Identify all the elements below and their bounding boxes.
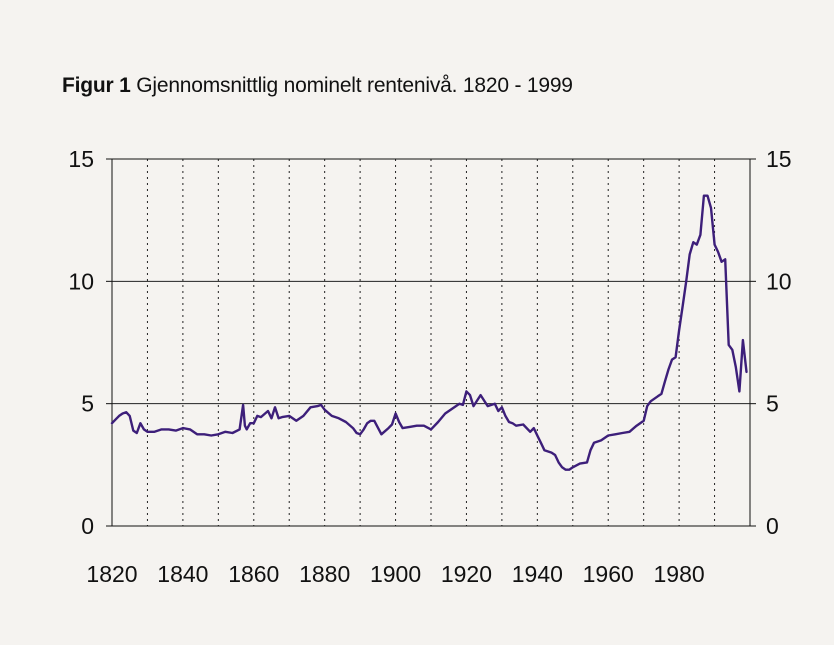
series-layer <box>110 194 748 471</box>
tick-label-layer: 0 5 10 15 0 5 10 15 1820 1840 1860 1880 1900 1920 1940… <box>68 146 791 587</box>
x-tick-label: 1900 <box>370 561 421 587</box>
y-tick-label: 10 <box>68 268 94 294</box>
y-tick-label-right: 0 <box>766 513 779 539</box>
x-tick-label: 1920 <box>441 561 492 587</box>
figure-title: Gjennomsnittlig nominelt rentenivå. 1820… <box>136 74 573 97</box>
x-tick-label: 1980 <box>654 561 705 587</box>
y-tick-label-right: 10 <box>766 268 792 294</box>
axis-layer <box>106 158 756 527</box>
x-tick-label: 1860 <box>228 561 279 587</box>
y-tick-label: 0 <box>81 513 94 539</box>
x-tick-label: 1880 <box>299 561 350 587</box>
y-tick-label-right: 15 <box>766 146 792 172</box>
y-tick-label: 15 <box>68 146 94 172</box>
x-tick-label: 1840 <box>157 561 208 587</box>
x-tick-label: 1940 <box>512 561 563 587</box>
chart-title: Figur 1 Gjennomsnittlig nominelt renteni… <box>62 74 573 98</box>
series-line-0 <box>110 194 748 471</box>
y-tick-label: 5 <box>81 391 94 417</box>
x-tick-label: 1820 <box>86 561 137 587</box>
x-tick-label: 1960 <box>583 561 634 587</box>
figure-label: Figur 1 <box>62 74 131 97</box>
grid-layer <box>112 159 750 526</box>
y-tick-label-right: 5 <box>766 391 779 417</box>
